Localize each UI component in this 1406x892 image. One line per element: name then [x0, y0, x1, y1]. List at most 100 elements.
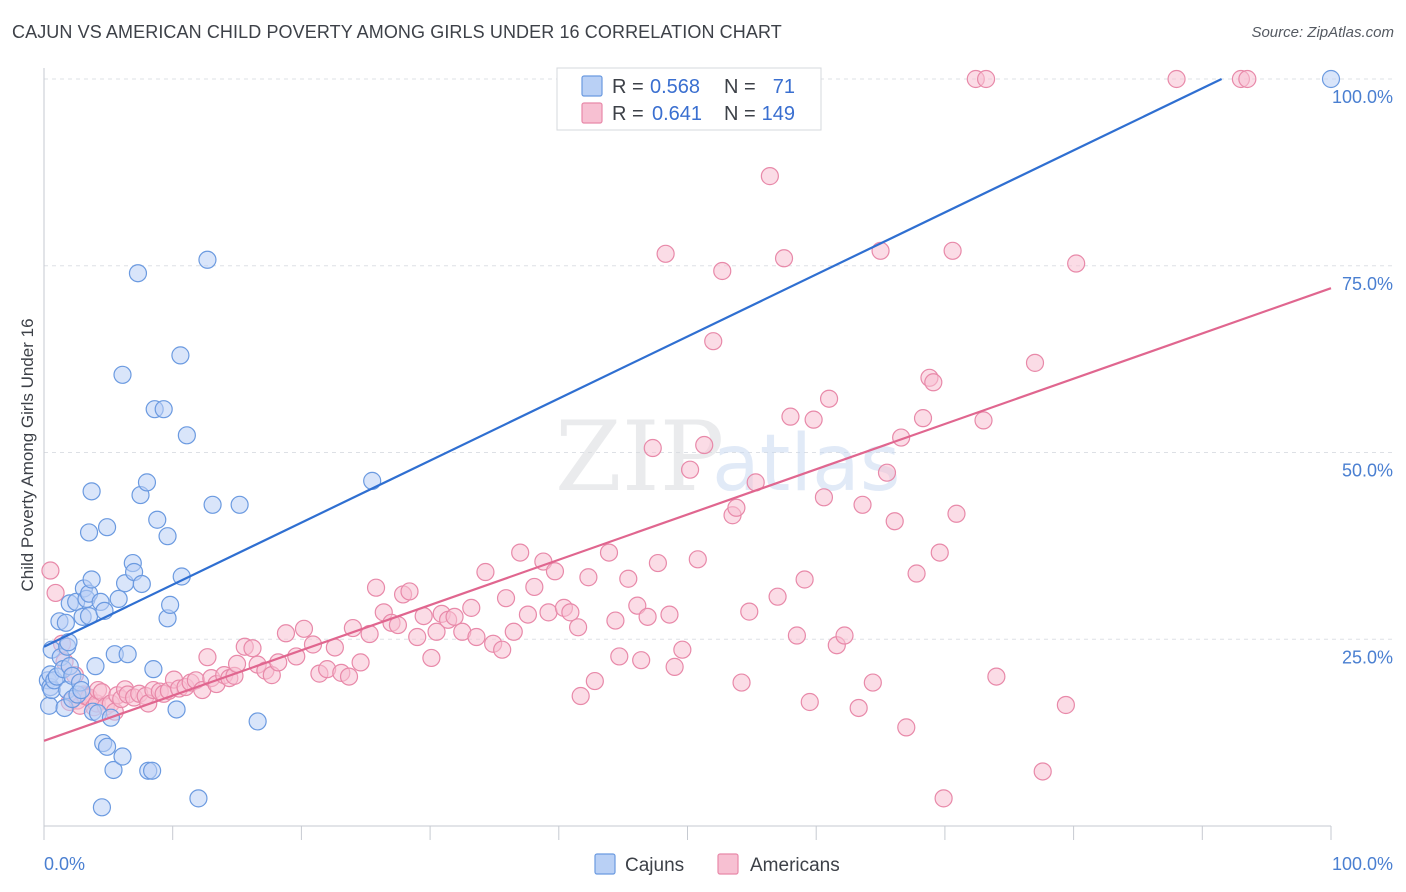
american-point — [579, 568, 598, 587]
american-point — [660, 605, 679, 624]
legend-r-label-americans: R = — [612, 103, 644, 125]
american-trendline — [43, 287, 1332, 742]
american-point — [41, 561, 60, 580]
watermark-zip: ZIP — [555, 401, 724, 513]
american-point — [814, 488, 834, 507]
cajun-point — [72, 680, 91, 700]
american-point — [518, 605, 538, 624]
american-point — [768, 587, 787, 606]
american-point — [648, 553, 667, 573]
american-point — [628, 596, 647, 615]
chart-title: CAJUN VS AMERICAN CHILD POVERTY AMONG GI… — [12, 22, 782, 42]
american-point — [863, 673, 882, 692]
american-point — [913, 409, 933, 428]
american-point — [934, 789, 953, 808]
american-point — [287, 647, 306, 666]
legend-r-value-americans: 0.641 — [652, 103, 702, 125]
cajun-point — [144, 660, 163, 679]
american-point — [467, 627, 486, 647]
cajun-point — [248, 712, 267, 731]
cajun-point — [118, 645, 137, 664]
y-axis-label: Child Poverty Among Girls Under 16 — [18, 318, 37, 591]
legend-swatch-americans — [581, 102, 603, 124]
american-point — [871, 241, 890, 260]
american-point — [366, 578, 386, 597]
american-point — [781, 407, 800, 426]
american-point — [46, 583, 65, 603]
legend-n-value-americans: 149 — [762, 103, 795, 125]
american-point — [987, 667, 1006, 686]
cajun-point — [171, 346, 190, 365]
american-point — [619, 569, 638, 588]
american-point — [1067, 254, 1086, 273]
american-point — [795, 570, 814, 589]
american-point — [853, 495, 872, 514]
american-point — [445, 607, 464, 626]
american-point — [930, 543, 949, 562]
cajun-point — [148, 510, 167, 529]
legend-n-value-cajuns: 71 — [773, 76, 795, 98]
american-point — [276, 624, 296, 643]
y-tick-label: 100.0% — [1332, 87, 1393, 107]
american-point — [732, 673, 751, 692]
american-point — [804, 410, 823, 429]
cajun-point — [161, 595, 180, 614]
american-point — [819, 389, 839, 408]
american-point — [462, 598, 481, 617]
x-tick-label-max: 100.0% — [1332, 854, 1393, 874]
american-point — [976, 69, 996, 89]
american-point — [511, 543, 530, 562]
cajun-point — [40, 696, 59, 715]
cajun-point — [230, 495, 249, 514]
american-point — [198, 648, 217, 667]
american-point — [740, 602, 759, 621]
american-point — [1025, 353, 1045, 372]
american-point — [1056, 695, 1075, 715]
american-point — [727, 498, 746, 517]
american-point — [760, 167, 779, 186]
american-point — [585, 671, 604, 691]
american-point — [704, 332, 723, 351]
american-points — [41, 69, 1257, 808]
american-point — [243, 639, 262, 658]
american-point — [1033, 762, 1052, 781]
american-point — [493, 640, 512, 659]
y-tick-label: 50.0% — [1342, 461, 1393, 481]
american-point — [294, 619, 314, 638]
american-point — [643, 438, 662, 458]
cajun-point — [177, 426, 196, 445]
cajun-point — [113, 365, 132, 384]
american-point — [877, 463, 897, 482]
cajun-point — [1321, 69, 1341, 89]
x-tick-label-min: 0.0% — [44, 854, 85, 874]
cajun-point — [82, 570, 101, 589]
gridlines — [44, 78, 1393, 640]
american-point — [897, 718, 916, 737]
cajun-point — [198, 250, 217, 269]
american-point — [774, 249, 794, 268]
american-point — [525, 577, 544, 597]
bottom-legend-swatch-americans — [717, 853, 739, 875]
american-point — [339, 667, 359, 686]
cajun-point — [113, 747, 132, 766]
cajun-points — [38, 69, 1341, 817]
american-point — [400, 582, 419, 601]
cajun-point — [59, 633, 78, 652]
american-point — [924, 373, 943, 392]
american-point — [504, 622, 523, 641]
cajun-point — [56, 613, 75, 632]
cajun-trendline — [43, 78, 1223, 648]
american-point — [427, 622, 446, 641]
american-point — [422, 648, 441, 668]
american-point — [907, 564, 926, 583]
cajun-point — [203, 495, 222, 514]
top-legend: R = 0.568 N = 71 R = 0.641 N = 149 — [556, 67, 822, 131]
american-point — [1167, 69, 1186, 89]
cajun-point — [132, 574, 151, 594]
american-point — [599, 543, 619, 562]
american-point — [632, 651, 651, 670]
american-point — [571, 686, 590, 706]
cajun-point — [143, 761, 162, 780]
american-point — [606, 611, 625, 630]
american-point — [1238, 69, 1257, 89]
